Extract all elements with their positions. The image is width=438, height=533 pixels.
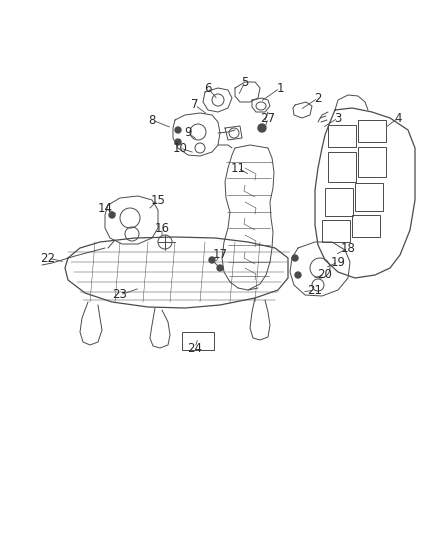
Bar xyxy=(328,152,356,182)
Text: 27: 27 xyxy=(261,111,276,125)
Text: 15: 15 xyxy=(151,193,166,206)
Text: 14: 14 xyxy=(98,201,113,214)
Bar xyxy=(358,147,386,177)
Text: 24: 24 xyxy=(187,342,202,354)
Bar xyxy=(355,183,383,211)
Text: 21: 21 xyxy=(307,284,322,296)
Bar xyxy=(328,125,356,147)
Text: 4: 4 xyxy=(394,111,402,125)
Text: 3: 3 xyxy=(334,111,342,125)
Text: 11: 11 xyxy=(230,161,246,174)
Text: 17: 17 xyxy=(212,248,227,262)
Text: 23: 23 xyxy=(113,288,127,302)
Circle shape xyxy=(292,255,298,261)
Circle shape xyxy=(175,127,181,133)
Text: 22: 22 xyxy=(40,252,56,264)
Text: 5: 5 xyxy=(241,76,249,88)
Circle shape xyxy=(258,124,266,132)
Text: 20: 20 xyxy=(318,269,332,281)
Text: 7: 7 xyxy=(191,99,199,111)
Circle shape xyxy=(209,257,215,263)
Bar xyxy=(352,215,380,237)
Circle shape xyxy=(295,272,301,278)
Circle shape xyxy=(109,212,115,218)
Text: 19: 19 xyxy=(331,255,346,269)
Bar xyxy=(322,220,350,242)
Text: 6: 6 xyxy=(204,82,212,94)
Circle shape xyxy=(217,265,223,271)
Bar xyxy=(182,332,214,350)
Bar xyxy=(358,120,386,142)
Text: 1: 1 xyxy=(276,82,284,94)
Text: 8: 8 xyxy=(148,114,155,126)
Text: 9: 9 xyxy=(184,126,192,140)
Text: 16: 16 xyxy=(155,222,170,235)
Bar xyxy=(325,188,353,216)
Text: 2: 2 xyxy=(314,92,322,104)
Text: 10: 10 xyxy=(173,141,187,155)
Text: 18: 18 xyxy=(341,241,356,254)
Circle shape xyxy=(175,139,181,145)
